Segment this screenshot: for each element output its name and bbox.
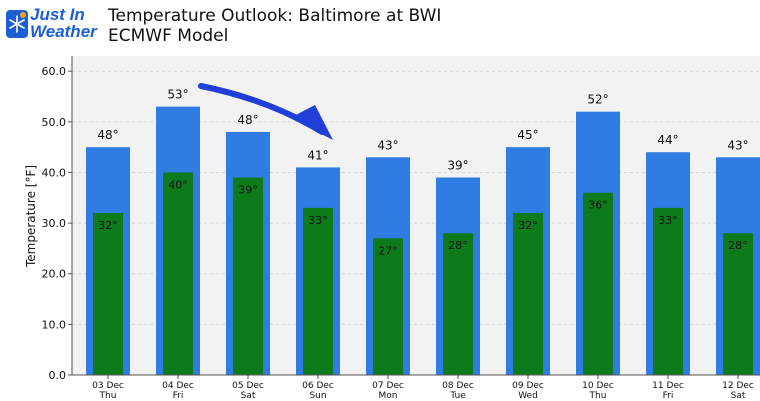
x-tick-weekday-label: Thu [99,391,117,401]
low-temp-bar [723,233,753,375]
low-temp-label: 40° [168,178,188,191]
x-tick-date-label: 10 Dec [582,381,614,391]
low-temp-bar [443,233,473,375]
x-tick-weekday-label: Sun [309,391,326,401]
low-temp-bar [93,212,123,375]
low-temp-bar [583,192,613,375]
x-tick-date-label: 07 Dec [372,381,404,391]
x-tick-weekday-label: Wed [518,391,538,401]
low-temp-label: 28° [728,239,748,252]
x-tick-weekday-label: Fri [173,391,184,401]
x-tick-date-label: 04 Dec [162,381,194,391]
high-temp-label: 48° [237,113,258,127]
high-temp-label: 44° [657,133,678,147]
x-tick-weekday-label: Sat [241,391,256,401]
y-tick-label: 10.0 [42,318,67,331]
low-temp-label: 33° [658,214,678,227]
y-tick-label: 50.0 [42,116,67,129]
low-temp-label: 32° [518,219,538,232]
chart-title: Temperature Outlook: Baltimore at BWI [108,6,442,26]
x-tick-weekday-label: Tue [449,391,466,401]
y-tick-label: 30.0 [42,217,67,230]
low-temp-label: 28° [448,239,468,252]
high-temp-label: 43° [727,138,748,152]
y-tick-label: 60.0 [42,65,67,78]
chart-subtitle: ECMWF Model [108,26,229,46]
y-axis-label: Temperature [°F] [24,165,38,268]
low-temp-bar [513,212,543,375]
low-temp-bar [303,207,333,375]
y-tick-label: 40.0 [42,166,67,179]
just-in-weather-logo: Just In Weather [4,4,104,44]
high-temp-label: 52° [587,93,608,107]
x-tick-date-label: 05 Dec [232,381,264,391]
low-temp-bar [163,172,193,375]
high-temp-label: 48° [97,128,118,142]
high-temp-label: 39° [447,159,468,173]
low-temp-label: 36° [588,199,608,212]
y-tick-label: 20.0 [42,268,67,281]
high-temp-label: 53° [167,88,188,102]
high-temp-label: 43° [377,138,398,152]
x-tick-date-label: 11 Dec [652,381,684,391]
low-temp-label: 33° [308,214,328,227]
trend-arrowhead [290,105,333,140]
x-tick-date-label: 03 Dec [92,381,124,391]
low-temp-bar [233,177,263,375]
low-temp-label: 27° [378,244,398,257]
snowflake-icon [6,10,28,38]
x-tick-date-label: 06 Dec [302,381,334,391]
logo-text-weather: Weather [30,22,97,41]
x-tick-weekday-label: Sat [731,391,746,401]
x-tick-date-label: 08 Dec [442,381,474,391]
y-tick-label: 0.0 [49,369,67,382]
x-tick-date-label: 09 Dec [512,381,544,391]
high-temp-label: 41° [307,148,328,162]
logo-text-just-in: Just In [30,5,85,24]
low-temp-label: 39° [238,184,258,197]
high-temp-label: 45° [517,128,538,142]
low-temp-bar [653,207,683,375]
low-temp-label: 32° [98,219,118,232]
x-tick-weekday-label: Fri [663,391,674,401]
low-temp-bar [373,238,403,375]
x-tick-weekday-label: Mon [379,391,398,401]
x-tick-weekday-label: Thu [589,391,607,401]
x-tick-date-label: 12 Dec [722,381,754,391]
